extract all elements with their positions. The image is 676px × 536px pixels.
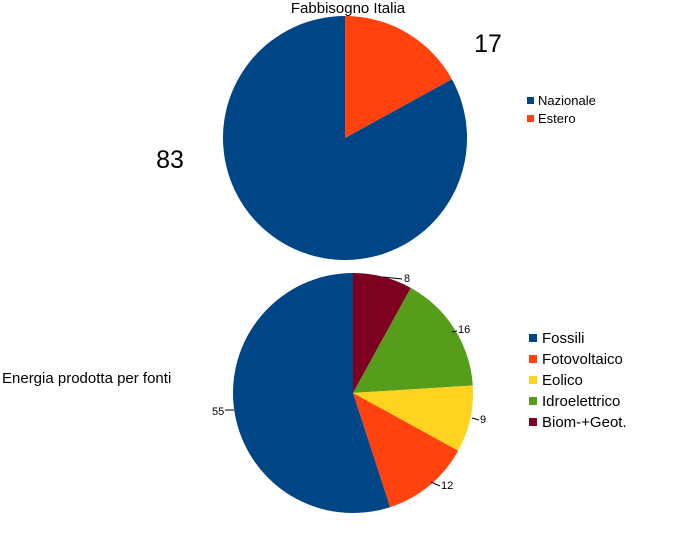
chart2-title: Energia prodotta per fonti [2,370,171,387]
chart2-slice-eolico [353,385,473,451]
chart2-legend: Fossili Fotovoltaico Eolico Idroelettric… [529,330,627,431]
legend1-swatch-nazionale [527,97,534,104]
leader-eolico [471,417,480,421]
chart1-slice-nazionale [222,16,467,260]
chart2-data-label-idro: 16 [458,324,470,336]
legend1-label-nazionale: Nazionale [538,93,596,108]
chart1-legend: Nazionale Estero [527,93,596,126]
chart2-slice-idroelettrico [353,287,473,393]
legend1-swatch-estero [527,115,534,122]
chart1-slice-estero [345,16,452,138]
legend2-label-biom: Biom-+Geot. [542,414,627,431]
chart2-slices [233,273,473,513]
chart2-slice-fotovoltaico [353,393,459,508]
chart2-leaders [225,276,480,487]
chart1-data-label-estero: 17 [474,30,502,58]
chart2-data-label-foto: 12 [441,480,453,492]
chart1-title: Fabbisogno Italia [291,0,406,17]
leader-foto [430,481,441,487]
legend2-swatch-idroelettrico [529,397,537,405]
chart2-slice-biom-geot [353,273,411,393]
leader-biom [382,276,403,280]
legend2-label-eolico: Eolico [542,372,583,389]
legend2-swatch-eolico [529,376,537,384]
legend2-swatch-fotovoltaico [529,355,537,363]
legend2-label-fotovoltaico: Fotovoltaico [542,351,623,368]
legend2-swatch-fossili [529,334,537,342]
legend2-label-fossili: Fossili [542,330,585,347]
chart2-data-label-eolico: 9 [480,414,486,426]
legend1-label-estero: Estero [538,111,576,126]
chart2-data-label-fossili: 55 [212,406,224,418]
chart1-data-label-nazionale: 83 [156,146,184,174]
leader-idro [451,330,458,333]
chart1-slices [222,16,467,260]
legend2-swatch-biom [529,418,537,426]
chart2-data-label-biom: 8 [404,273,410,285]
legend2-label-idroelettrico: Idroelettrico [542,393,620,410]
chart2-slice-fossili [233,273,391,513]
